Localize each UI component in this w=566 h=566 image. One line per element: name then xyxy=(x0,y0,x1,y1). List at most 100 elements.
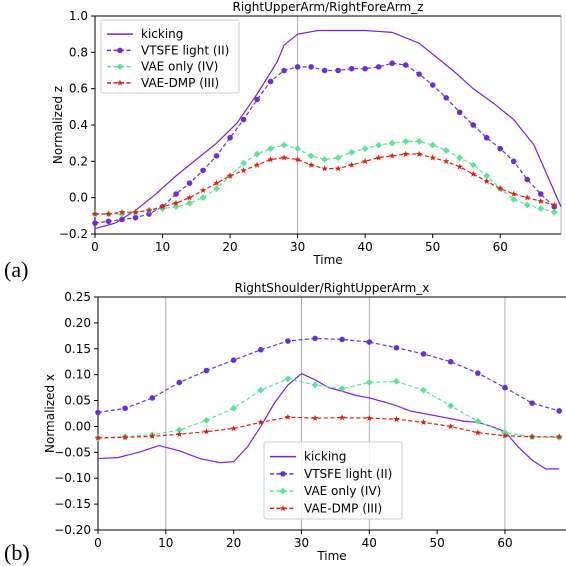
data-point xyxy=(442,147,450,154)
data-point xyxy=(199,194,207,202)
data-point xyxy=(447,402,455,410)
data-point xyxy=(402,62,409,68)
data-point xyxy=(132,208,139,215)
legend-label: kicking xyxy=(304,450,346,464)
data-point xyxy=(366,339,373,345)
y-tick-label: −0.05 xyxy=(54,445,91,459)
data-point xyxy=(365,379,373,386)
data-point xyxy=(415,137,423,145)
data-point xyxy=(105,218,112,225)
data-point xyxy=(456,154,464,162)
x-tick-label: 60 xyxy=(493,240,508,254)
data-point xyxy=(366,414,373,421)
legend-label: VTSFE light (II) xyxy=(141,43,229,57)
data-point xyxy=(321,67,328,74)
data-point xyxy=(420,351,427,357)
data-point xyxy=(510,190,517,197)
data-point xyxy=(92,220,98,226)
legend-label: VAE only (IV) xyxy=(304,484,381,498)
data-point xyxy=(294,145,302,153)
y-tick-label: 0.4 xyxy=(69,118,88,132)
data-point xyxy=(537,197,544,205)
data-point xyxy=(529,400,535,406)
data-point xyxy=(226,172,234,179)
data-point xyxy=(240,167,247,174)
data-point xyxy=(213,179,220,186)
data-point xyxy=(429,82,436,88)
chart-a: −0.2 0.0 0.2 0.4 0.6 0.8 1.0 0 10 20 30 40 50 60 Right… xyxy=(51,0,562,267)
data-point xyxy=(483,177,490,185)
data-point xyxy=(203,428,210,435)
data-point xyxy=(203,416,210,424)
x-axis-label: Time xyxy=(316,549,346,563)
chart-title: RightShoulder/RightUpperArm_x xyxy=(235,281,430,295)
data-point xyxy=(528,433,536,440)
data-point xyxy=(474,417,482,425)
y-tick-label: −0.2 xyxy=(59,227,88,241)
x-tick-label: 0 xyxy=(91,240,99,254)
data-point xyxy=(321,156,329,163)
x-tick-label: 40 xyxy=(358,240,373,254)
data-point xyxy=(280,154,288,161)
data-point xyxy=(388,152,396,159)
y-tick-label: 0.05 xyxy=(64,394,91,408)
data-point xyxy=(119,216,125,223)
data-point xyxy=(253,161,261,168)
data-point xyxy=(94,434,102,441)
data-point xyxy=(443,94,449,101)
data-point xyxy=(348,161,355,168)
y-tick-label: 0.20 xyxy=(64,316,91,330)
series-1 xyxy=(95,335,563,416)
data-point xyxy=(334,165,342,172)
x-tick-label: 20 xyxy=(222,240,237,254)
data-point xyxy=(172,199,180,206)
legend-marker xyxy=(279,504,287,512)
data-point xyxy=(253,150,261,158)
data-point xyxy=(281,67,287,74)
y-tick-label: −0.20 xyxy=(54,523,91,537)
legend-box xyxy=(100,19,240,94)
data-point xyxy=(420,418,427,426)
data-point xyxy=(284,375,292,383)
series-line xyxy=(97,372,560,470)
x-tick-label: 30 xyxy=(290,240,305,254)
data-point xyxy=(402,150,409,157)
data-point xyxy=(375,64,382,70)
data-point xyxy=(294,156,301,163)
series-0 xyxy=(97,372,560,470)
data-point xyxy=(475,370,481,376)
data-point xyxy=(199,187,207,194)
series-2 xyxy=(94,375,563,442)
data-point xyxy=(388,139,396,147)
series-line xyxy=(97,378,560,439)
series-line xyxy=(97,416,560,439)
data-point xyxy=(240,116,247,123)
x-tick-label: 30 xyxy=(294,536,309,550)
y-tick-label: 0.10 xyxy=(64,368,91,382)
data-point xyxy=(122,405,128,412)
y-tick-label: 0.2 xyxy=(69,154,88,168)
data-point xyxy=(308,64,314,70)
y-tick-label: 0.0 xyxy=(69,191,88,205)
data-point xyxy=(447,423,454,430)
y-axis-label: Normalized x xyxy=(43,374,57,453)
y-tick-label: 0.8 xyxy=(69,45,88,59)
data-point xyxy=(149,432,156,440)
data-point xyxy=(121,433,129,441)
legend: kicking VTSFE light (II) VAE only (IV) VAE-… xyxy=(263,441,403,520)
data-point xyxy=(389,60,395,67)
x-tick-label: 20 xyxy=(226,536,241,550)
data-point xyxy=(393,377,400,385)
data-point xyxy=(173,191,179,197)
series-line xyxy=(94,29,562,230)
data-point xyxy=(186,180,193,186)
chart-title: RightUpperArm/RightForeArm_z xyxy=(233,0,424,14)
data-point xyxy=(551,201,558,208)
data-point xyxy=(469,170,477,177)
data-point xyxy=(555,433,563,440)
data-point xyxy=(312,335,318,342)
data-point xyxy=(393,415,400,422)
data-point xyxy=(213,185,220,192)
data-point xyxy=(502,384,508,391)
